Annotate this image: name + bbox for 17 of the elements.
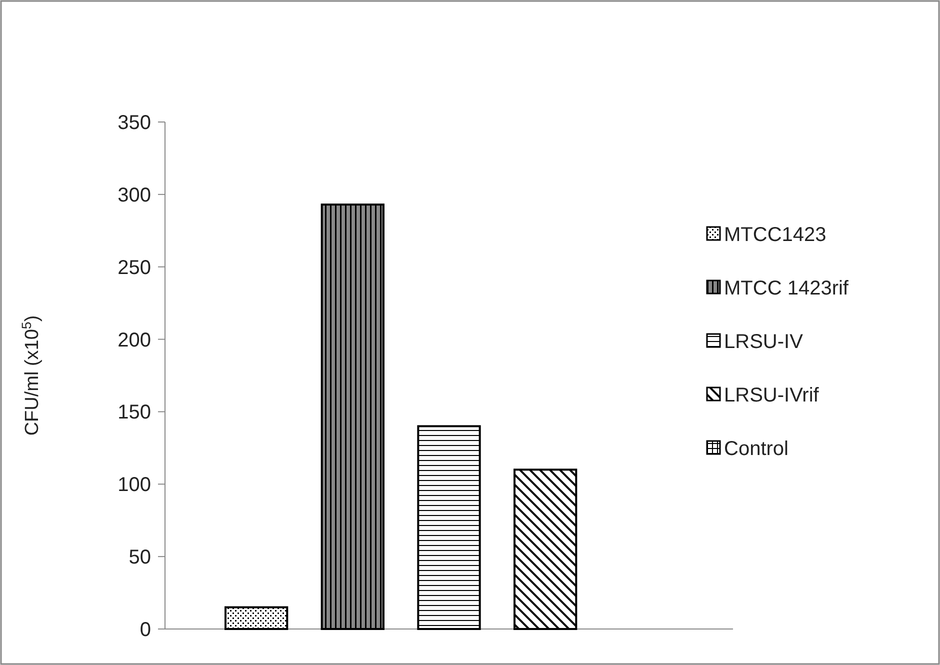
y-tick-label: 300 (118, 184, 151, 206)
legend-label: LRSU-IV (724, 331, 804, 353)
y-tick-label: 250 (118, 256, 151, 279)
bar (514, 468, 578, 630)
bar (224, 606, 288, 630)
legend-label: MTCC1423 (724, 224, 826, 246)
bar (417, 425, 481, 630)
y-tick-label: 200 (118, 329, 151, 352)
legend-label: LRSU-IVrif (724, 384, 820, 406)
legend-label: Control (724, 438, 788, 460)
legend-label: MTCC 1423rif (724, 278, 849, 300)
y-tick-label: 350 (118, 112, 151, 134)
y-tick-label: 0 (140, 619, 151, 641)
y-tick-label: 50 (128, 546, 151, 569)
y-tick-label: 100 (118, 474, 151, 496)
y-tick-label: 150 (118, 402, 151, 424)
bar (320, 204, 384, 630)
